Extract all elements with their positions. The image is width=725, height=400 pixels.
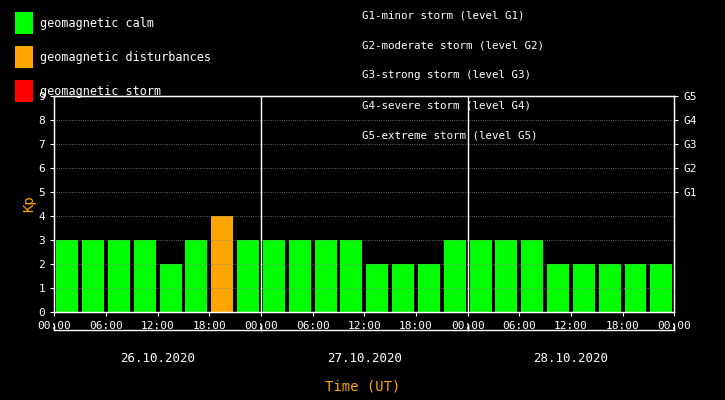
Bar <box>211 216 233 312</box>
Text: geomagnetic storm: geomagnetic storm <box>40 84 161 98</box>
Bar <box>624 264 647 312</box>
Bar <box>366 264 388 312</box>
Text: G2-moderate storm (level G2): G2-moderate storm (level G2) <box>362 40 544 50</box>
Bar <box>263 240 285 312</box>
Bar <box>599 264 621 312</box>
Bar <box>650 264 672 312</box>
Bar <box>186 240 207 312</box>
Bar <box>108 240 130 312</box>
Bar <box>237 240 259 312</box>
Text: G1-minor storm (level G1): G1-minor storm (level G1) <box>362 10 525 20</box>
Text: Time (UT): Time (UT) <box>325 380 400 394</box>
Bar <box>521 240 543 312</box>
Bar <box>289 240 311 312</box>
Bar <box>418 264 440 312</box>
Bar <box>392 264 414 312</box>
Text: geomagnetic disturbances: geomagnetic disturbances <box>40 50 211 64</box>
Bar <box>547 264 569 312</box>
Bar <box>573 264 594 312</box>
Text: geomagnetic calm: geomagnetic calm <box>40 16 154 30</box>
Bar <box>315 240 336 312</box>
Text: G4-severe storm (level G4): G4-severe storm (level G4) <box>362 100 531 110</box>
Bar <box>134 240 156 312</box>
Bar <box>495 240 518 312</box>
Bar <box>82 240 104 312</box>
Bar <box>160 264 181 312</box>
Text: 26.10.2020: 26.10.2020 <box>120 352 195 365</box>
Y-axis label: Kp: Kp <box>22 196 36 212</box>
Text: G5-extreme storm (level G5): G5-extreme storm (level G5) <box>362 130 538 140</box>
Bar <box>444 240 465 312</box>
Bar <box>341 240 362 312</box>
Bar <box>470 240 492 312</box>
Text: 28.10.2020: 28.10.2020 <box>534 352 608 365</box>
Text: 27.10.2020: 27.10.2020 <box>327 352 402 365</box>
Bar <box>57 240 78 312</box>
Text: G3-strong storm (level G3): G3-strong storm (level G3) <box>362 70 531 80</box>
